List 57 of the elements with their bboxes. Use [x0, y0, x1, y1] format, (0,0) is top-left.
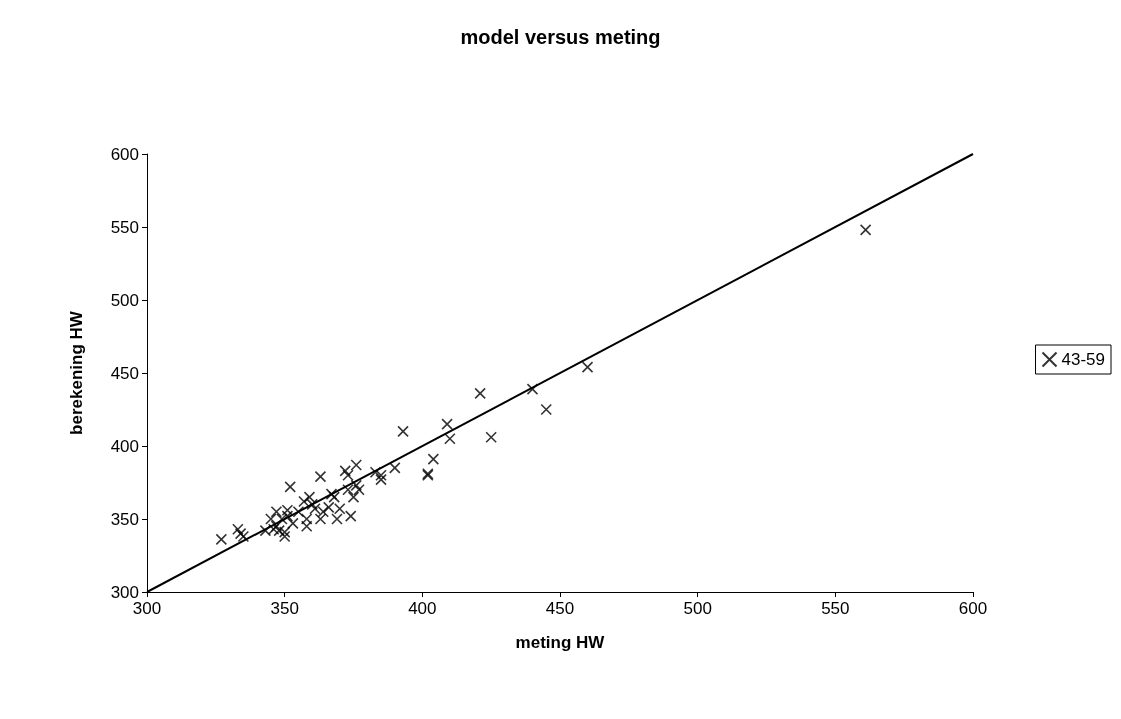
point [303, 491, 316, 503]
point [375, 469, 387, 481]
chart-title: model versus meting [460, 26, 661, 48]
x-tick-label: 400 [408, 599, 437, 618]
point [314, 513, 327, 525]
point [389, 462, 401, 474]
point [306, 498, 318, 511]
point [284, 481, 296, 493]
point [322, 501, 335, 514]
point [581, 361, 594, 373]
point [281, 504, 294, 517]
point [278, 526, 291, 538]
legend-label: 43-59 [1061, 350, 1105, 369]
y-tick-label: 300 [110, 582, 139, 602]
point [397, 425, 409, 438]
point [281, 510, 294, 522]
point [474, 387, 486, 400]
point [344, 510, 357, 522]
point [369, 466, 382, 479]
point [485, 431, 497, 444]
point [350, 459, 363, 471]
y-tick-label: 600 [110, 144, 139, 164]
point [540, 403, 553, 416]
x-tick-label: 450 [545, 599, 575, 618]
point [339, 465, 352, 477]
point [859, 224, 872, 236]
point [232, 523, 244, 536]
point [375, 473, 387, 486]
x-tick-label: 300 [132, 599, 162, 618]
y-axis-title: berekening HW [67, 310, 86, 435]
point [309, 502, 321, 515]
y-tick-label: 400 [110, 436, 139, 456]
point [342, 484, 354, 496]
point [298, 495, 310, 508]
point [317, 505, 330, 518]
point [314, 470, 327, 483]
point [353, 484, 365, 496]
y-tick-label: 350 [110, 509, 139, 529]
point [270, 505, 283, 518]
point [278, 530, 291, 543]
x-tick-label: 500 [683, 599, 712, 618]
point [259, 524, 272, 537]
point [215, 533, 228, 546]
y-tick-label: 450 [110, 363, 139, 383]
x-tick-label: 600 [958, 599, 988, 618]
point [526, 383, 539, 395]
point [444, 432, 456, 445]
x-axis-title: meting HW [515, 633, 606, 652]
point [441, 418, 453, 430]
point [342, 469, 354, 481]
x-tick-label: 550 [821, 599, 850, 618]
x-tick-label: 350 [270, 599, 299, 618]
point [427, 453, 440, 465]
y-tick-label: 500 [110, 290, 139, 310]
y-tick-label: 550 [110, 217, 139, 237]
point [292, 505, 305, 518]
point [287, 517, 299, 530]
